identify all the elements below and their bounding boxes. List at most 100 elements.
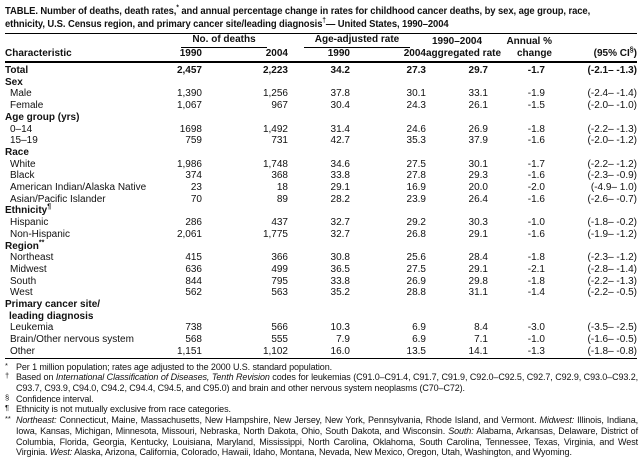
cell-rate-2004: 16.9 [406,182,426,194]
col-header-aggregated-line2: aggregated rate [426,47,501,63]
cell-rate-1990: 37.8 [330,88,350,100]
cell-deaths-2004: 437 [271,217,288,229]
col-header-ci: (95% CI§) [558,46,637,63]
cell-ci: (-2.1– -1.3) [587,65,637,76]
cell-rate-1990: 16.0 [330,345,350,357]
footnote: ¶ Ethnicity is not mutually exclusive fro… [5,403,638,415]
cell-deaths-2004: 1,256 [262,88,288,100]
cell-rate-1990: 10.3 [330,322,350,334]
cell-deaths-1990: 568 [185,334,202,346]
cell-rate-2004: 28.8 [406,287,426,299]
cell-ci: (-2.4– -1.4) [587,88,637,100]
cell-rate-2004: 23.9 [406,193,426,205]
footnote: † Based on International Classification o… [5,371,638,393]
footnote-symbol: * [5,360,8,370]
cell-ci: (-2.0– -1.2) [587,135,637,147]
cell-ci: (-1.8– -0.8) [587,345,637,357]
cell-deaths-1990: 1,390 [176,88,202,100]
header-group-row: Characteristic No. of deaths Age-adjuste… [5,33,637,63]
section-row: Ethnicity¶ [5,204,637,217]
cell-ci: (-2.2– -0.5) [587,287,637,299]
cell-ci: (-2.3– -0.9) [587,170,637,182]
cell-aggregated-rate: 29.1 [468,228,488,240]
cell-rate-2004: 35.3 [406,135,426,147]
section-row: Region** [5,239,637,253]
table-row: 15–19 759 731 42.7 35.3 37.9 -1.6 (-2.0– -1.2) [5,135,637,147]
table-row: Midwest 636 499 36.5 27.5 29.1 -2.1 (-2.8– -1.4… [5,264,637,276]
cell-rate-2004: 24.6 [406,123,426,135]
cell-rate-1990: 42.7 [330,135,350,147]
cell-deaths-2004: 795 [271,275,288,287]
col-header-annual-line2: change [488,47,558,63]
cell-annual-change: -2.0 [527,182,545,194]
row-label: Non-Hispanic [10,228,71,240]
cell-rate-1990: 32.7 [330,228,350,240]
col-header-aggregated-line1: 1990–2004 [431,35,483,47]
table-row: Black 374 368 33.8 27.8 29.3 -1.6 (-2.3– -0.9) [5,170,637,182]
cell-deaths-1990: 844 [185,275,202,287]
footnote-marker: ** [38,239,45,247]
cell-rate-2004: 27.3 [406,65,426,76]
cell-deaths-2004: 555 [271,334,288,346]
empty-cells [160,147,637,159]
footnote: * Per 1 million population; rates age adj… [5,360,638,373]
table-row: 0–14 1698 1,492 31.4 24.6 26.9 -1.8 (-2.2– -1.3… [5,124,637,136]
cell-aggregated-rate: 30.3 [468,217,488,229]
cell-deaths-2004: 731 [271,135,288,147]
cell-annual-change: -2.1 [527,263,545,275]
title-line-2: ethnicity, U.S. Census region, and prima… [5,17,449,30]
cell-deaths-1990: 759 [185,135,202,147]
footnote-text: Confidence interval. [16,393,94,404]
cell-aggregated-rate: 7.1 [474,334,488,346]
cell-annual-change: -1.8 [527,123,545,135]
row-label: Northeast [10,252,54,264]
cell-annual-change: -1.7 [527,65,545,76]
cell-deaths-1990: 2,457 [176,65,202,76]
cell-aggregated-rate: 29.1 [468,263,488,275]
cell-deaths-1990: 636 [185,263,202,275]
cell-annual-change: -1.6 [527,135,545,147]
cell-rate-2004: 6.9 [412,334,426,346]
cell-deaths-2004: 967 [271,100,288,112]
cell-rate-2004: 27.5 [406,263,426,275]
cell-rate-1990: 35.2 [330,287,350,299]
cell-aggregated-rate: 31.1 [468,287,488,299]
empty-cells [160,112,637,124]
cell-rate-1990: 30.8 [330,252,350,264]
col-group-age-adjusted-rate: Age-adjusted rate [288,34,426,48]
footnote-marker: ¶ [47,204,52,212]
section-row: Age group (yrs) [5,112,637,124]
row-label: Hispanic [10,217,49,229]
row-label: Region** [5,239,45,252]
cell-rate-2004: 25.6 [406,252,426,264]
cell-ci: (-2.2– -1.2) [587,158,637,170]
cell-deaths-1990: 2,061 [176,228,202,240]
footnote-symbol: § [5,392,10,402]
table-row: Other 1,151 1,102 16.0 13.5 14.1 -1.3 (-1.8– -0… [5,346,637,358]
cell-rate-1990: 31.4 [330,123,350,135]
cell-deaths-1990: 1,067 [176,100,202,112]
footnote-marker-dagger: † [322,17,326,24]
cell-aggregated-rate: 26.9 [468,123,488,135]
cell-annual-change: -1.8 [527,252,545,264]
footnote-marker-section: § [629,46,634,54]
cell-rate-1990: 34.2 [330,65,350,76]
cell-annual-change: -1.9 [527,88,545,100]
cell-annual-change: -1.6 [527,193,545,205]
cell-rate-1990: 7.9 [336,334,350,346]
cell-deaths-2004: 18 [276,182,288,194]
cell-ci: (-2.0– -1.0) [587,100,637,112]
footnote-symbol: ¶ [5,403,9,413]
cell-rate-2004: 26.8 [406,228,426,240]
empty-cells [160,241,637,253]
cell-annual-change: -1.6 [527,170,545,182]
row-label: White [10,158,36,170]
col-header-deaths-2004: 2004 [202,47,288,63]
cell-deaths-2004: 2,223 [262,65,288,76]
row-label: Asian/Pacific Islander [10,193,106,205]
row-label: Total [5,65,29,76]
row-label: Primary cancer site/leading diagnosis [5,299,101,322]
cell-deaths-2004: 499 [271,263,288,275]
cell-deaths-2004: 566 [271,322,288,334]
